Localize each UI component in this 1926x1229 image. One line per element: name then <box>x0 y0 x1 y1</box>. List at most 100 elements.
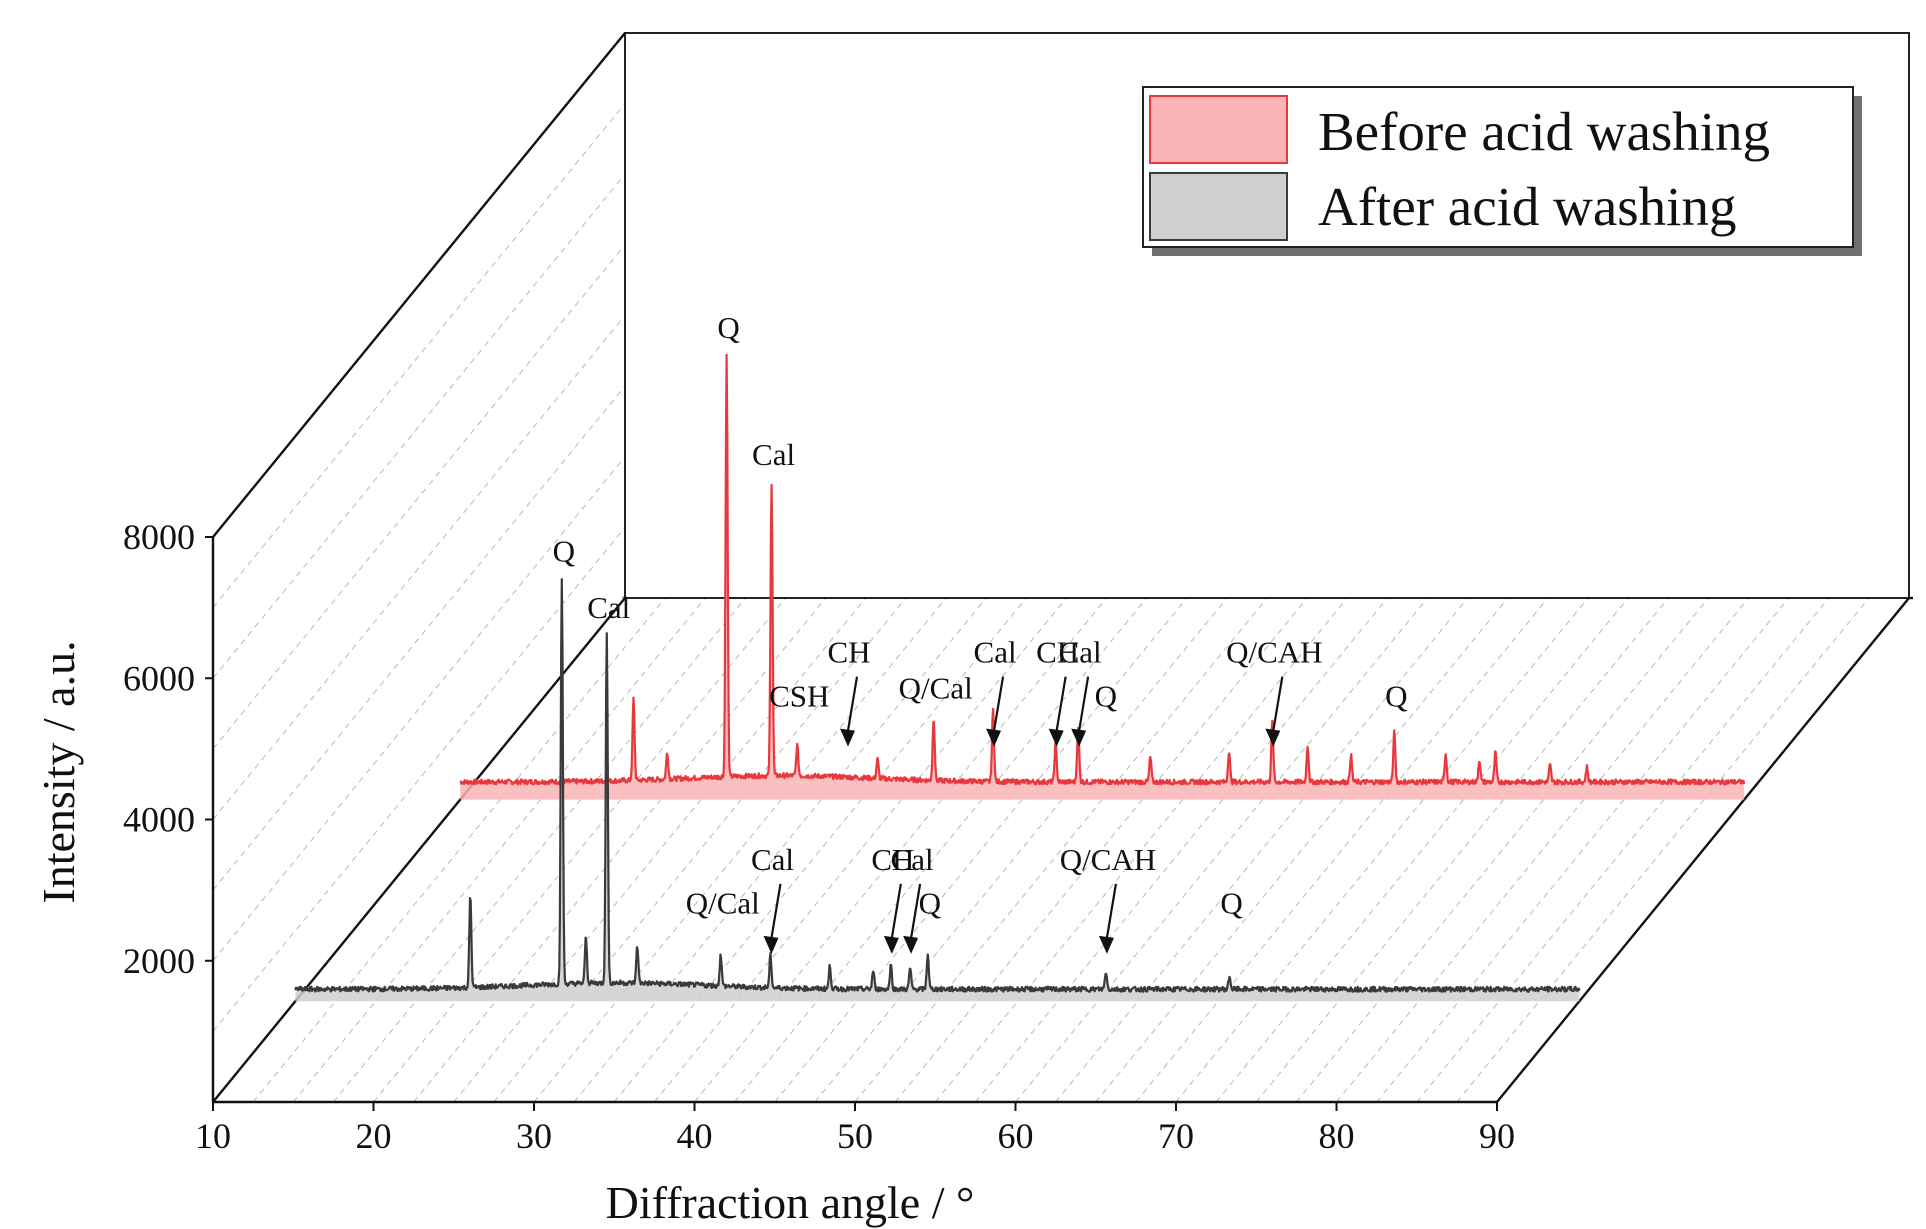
floor-gridline <box>1015 597 1428 1103</box>
floor-gridline <box>1295 597 1709 1103</box>
annotation-arrowhead <box>903 935 919 954</box>
floor-gridline <box>814 597 1228 1103</box>
wall-gridline <box>212 456 626 962</box>
peak-label: Q <box>717 310 739 345</box>
annotation-arrowhead <box>1265 728 1281 747</box>
floor-gridline <box>774 597 1188 1103</box>
floor-gridline <box>332 597 746 1103</box>
floor-gridline <box>1135 597 1549 1103</box>
peak-label: Cal <box>752 437 795 472</box>
wall-gridline <box>212 103 626 608</box>
annotation-arrow <box>889 883 902 945</box>
peak-label: Q <box>1095 678 1117 713</box>
floor-gridline <box>573 597 987 1103</box>
bottom-right-edge <box>1496 597 1910 1103</box>
y-tick-label: 8000 <box>123 517 195 557</box>
annotation-arrow <box>845 676 859 737</box>
wall-gridline <box>212 385 626 891</box>
bottom-left-edge <box>212 597 626 1103</box>
floor-gridline <box>934 597 1348 1103</box>
annotation-arrowhead <box>840 728 856 747</box>
floor-gridline <box>734 597 1148 1103</box>
peak-label: Cal <box>1059 635 1102 670</box>
y-tick-label: 2000 <box>123 941 195 981</box>
legend-label-after: After acid washing <box>1318 176 1736 237</box>
floor-gridline <box>1215 597 1629 1103</box>
peak-label: Q <box>1220 886 1242 921</box>
floor-gridline <box>413 597 827 1103</box>
annotation-arrow <box>1077 676 1090 737</box>
floor-gridline <box>533 597 947 1103</box>
floor-gridline <box>252 597 666 1103</box>
series-back <box>459 353 1746 800</box>
peak-label: Q/Cal <box>686 886 760 921</box>
floor-gridline <box>854 597 1268 1103</box>
annotation-arrowhead <box>1048 728 1064 747</box>
peak-label: CH <box>827 635 870 670</box>
x-axis-title: Diffraction angle / ° <box>606 1177 975 1228</box>
floor-gridline <box>1456 597 1870 1103</box>
floor-gridline <box>1416 597 1830 1103</box>
floor-gridline <box>1336 597 1749 1103</box>
x-tick-label: 70 <box>1158 1116 1194 1156</box>
legend-swatch-after <box>1149 172 1288 241</box>
peak-label: Q/Cal <box>899 671 973 706</box>
peak-label: Cal <box>891 842 934 877</box>
floor-gridline <box>1055 597 1469 1103</box>
peak-label: Cal <box>974 635 1017 670</box>
annotation-arrow <box>991 676 1005 737</box>
x-tick-label: 40 <box>677 1116 713 1156</box>
x-tick-label: 80 <box>1319 1116 1355 1156</box>
wall-gridline <box>212 173 626 679</box>
floor-gridline <box>1376 597 1790 1103</box>
floor-gridline <box>694 597 1107 1103</box>
wall-gridline <box>212 527 626 1032</box>
floor-gridline <box>1255 597 1669 1103</box>
x-tick-label: 10 <box>195 1116 231 1156</box>
floor-gridline <box>894 597 1308 1103</box>
legend[interactable]: Before acid washing After acid washing <box>1142 86 1862 256</box>
series-line <box>294 578 1581 993</box>
series-line <box>459 353 1746 786</box>
x-tick-label: 90 <box>1479 1116 1515 1156</box>
series-group <box>294 353 1746 1002</box>
x-tick-label: 50 <box>837 1116 873 1156</box>
floor-gridline <box>453 597 867 1103</box>
floor-gridline <box>1175 597 1589 1103</box>
annotation-arrowhead <box>1098 935 1114 954</box>
peak-label: Cal <box>751 842 794 877</box>
x-tick-label: 60 <box>998 1116 1034 1156</box>
floor-gridline <box>1095 597 1509 1103</box>
x-tick-label: 30 <box>516 1116 552 1156</box>
peak-label: Cal <box>587 590 630 625</box>
annotation-arrowhead <box>986 728 1002 747</box>
peak-label: Q/CAH <box>1226 635 1322 670</box>
annotation-arrow <box>909 883 922 945</box>
floor-gridline <box>613 597 1027 1103</box>
peak-label: Q <box>553 534 575 569</box>
annotation-arrow <box>1271 676 1284 737</box>
floor-gridline <box>974 597 1388 1103</box>
floor-gridline <box>653 597 1067 1103</box>
floor-gridline <box>493 597 907 1103</box>
axis-ticks: 10 20 30 40 50 60 70 80 90 2000 4000 6000 8000 <box>123 517 1515 1156</box>
peak-label: CSH <box>769 678 829 713</box>
legend-label-before: Before acid washing <box>1318 101 1770 162</box>
y-axis-title: Intensity / a.u. <box>33 640 84 903</box>
annotation-arrowhead <box>1071 728 1087 747</box>
annotation-arrow <box>769 883 782 945</box>
peak-label: Q <box>1385 678 1407 713</box>
peak-label: CH <box>871 842 914 877</box>
y-tick-label: 4000 <box>123 800 195 840</box>
floor-gridline <box>292 597 706 1103</box>
legend-swatch-before <box>1149 95 1288 164</box>
wall-gridline <box>212 315 626 820</box>
peak-label: Q/CAH <box>1060 842 1156 877</box>
floor-gridline <box>373 597 786 1103</box>
annotation-arrowhead <box>763 935 779 954</box>
peak-label: CH <box>1036 635 1079 670</box>
annotation-arrow <box>1054 676 1067 737</box>
top-left-edge <box>212 32 626 538</box>
wall-gridline <box>212 244 626 750</box>
